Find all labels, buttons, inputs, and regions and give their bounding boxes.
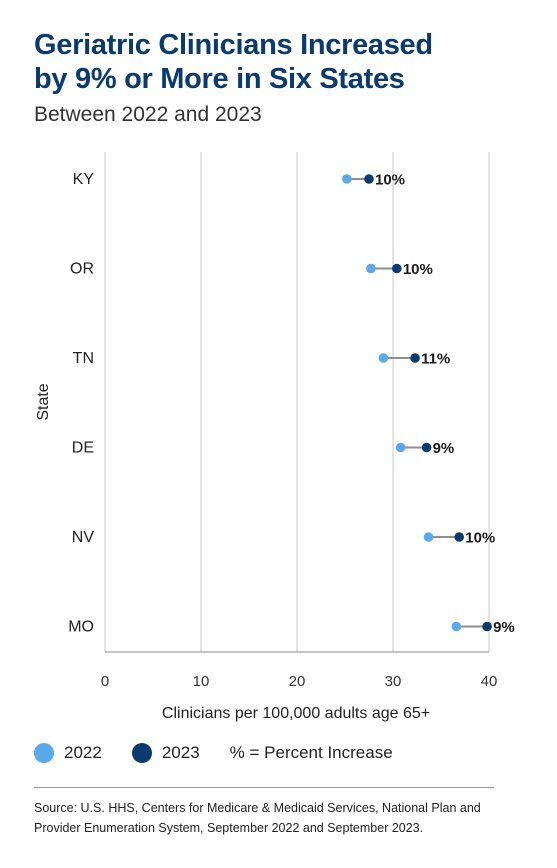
category-label-mo: MO	[68, 619, 94, 636]
legend: 2022 2023 % = Percent Increase	[34, 740, 423, 766]
legend-note: % = Percent Increase	[230, 743, 393, 763]
point-2023-ky	[364, 174, 374, 184]
data-label-mo: 9%	[493, 619, 515, 636]
point-2023-nv	[454, 532, 465, 542]
data-labels: 10% 10% 11% 9% 10% 9%	[375, 172, 515, 637]
point-2023-de	[421, 442, 432, 453]
y-axis-label: State	[35, 383, 52, 420]
x-tick-label-10: 10	[193, 673, 210, 690]
point-2022-ky	[342, 174, 352, 184]
category-label-ky: KY	[73, 171, 95, 188]
point-2022-mo	[451, 621, 462, 632]
chart-title-line-1: Geriatric Clinicians Increased	[34, 29, 433, 61]
data-label-or: 10%	[403, 261, 433, 278]
category-labels: KY OR TN DE NV MO	[68, 171, 94, 636]
point-2022-tn	[378, 353, 389, 363]
category-label-tn: TN	[73, 350, 94, 367]
point-2022-de	[395, 442, 406, 453]
legend-item-2022: 2022	[34, 743, 102, 763]
point-2023-tn	[410, 353, 420, 363]
gridlines	[104, 152, 490, 653]
x-tick-label-30: 30	[385, 673, 402, 690]
category-label-or: OR	[70, 261, 94, 278]
category-label-de: DE	[72, 440, 94, 457]
point-2023-or	[392, 263, 402, 274]
legend-note-text: % = Percent Increase	[229, 743, 393, 762]
chart-subtitle: Between 2022 and 2023	[34, 103, 262, 126]
category-label-nv: NV	[72, 529, 95, 546]
point-2022-nv	[423, 532, 434, 542]
x-tick-labels: 0 10 20 30 40	[101, 673, 498, 690]
chart-title-line-2: by 9% or More in Six States	[34, 63, 405, 95]
divider	[34, 787, 494, 788]
legend-item-2023: 2023	[131, 743, 200, 763]
x-axis-label: Clinicians per 100,000 adults age 65+	[162, 705, 430, 722]
source-note: Source: U.S. HHS, Centers for Medicare &…	[34, 801, 481, 835]
x-tick-label-0: 0	[101, 673, 109, 690]
point-2023-mo	[482, 621, 492, 632]
data-label-ky: 10%	[375, 172, 405, 189]
legend-swatch-2022	[34, 743, 54, 763]
legend-swatch-2023	[131, 743, 152, 763]
point-2022-or	[366, 263, 376, 274]
chart-title: Geriatric Clinicians Increased by 9% or …	[34, 28, 544, 96]
data-label-de: 9%	[433, 440, 455, 457]
data-label-tn: 11%	[421, 351, 450, 368]
data-points	[342, 174, 492, 632]
data-label-nv: 10%	[465, 530, 495, 547]
legend-label-2023: 2023	[161, 743, 200, 762]
legend-label-2022: 2022	[64, 743, 102, 762]
x-tick-label-40: 40	[481, 673, 498, 690]
x-tick-label-20: 20	[289, 673, 306, 690]
connector-lines	[346, 178, 488, 628]
